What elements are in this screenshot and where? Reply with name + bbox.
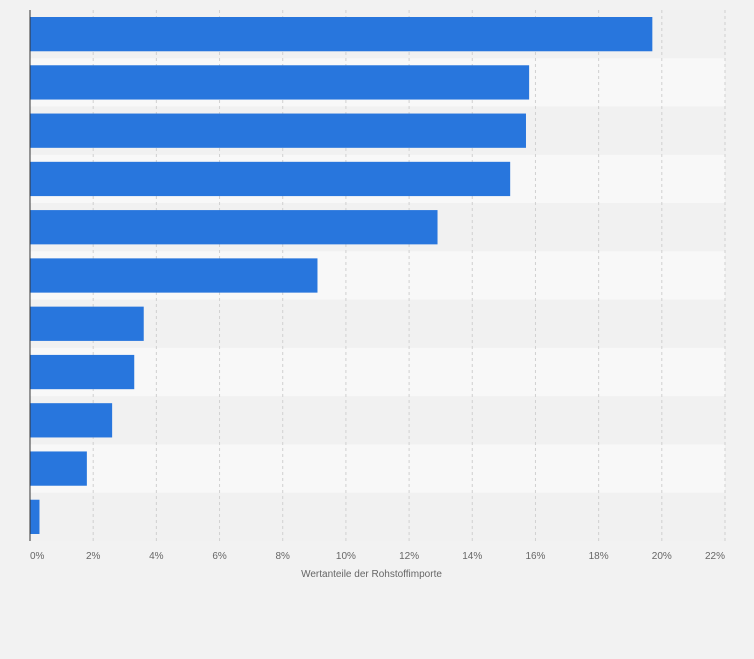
row-band <box>30 444 725 493</box>
x-tick-label: 22% <box>705 551 725 562</box>
x-tick-label: 6% <box>212 551 227 562</box>
row-band <box>30 492 725 541</box>
bar <box>30 354 135 390</box>
row-band <box>30 299 725 348</box>
x-tick-label: 10% <box>336 551 356 562</box>
row-band <box>30 396 725 445</box>
bar <box>30 451 87 486</box>
bar <box>30 306 144 341</box>
x-tick-label: 20% <box>652 551 672 562</box>
bar <box>30 258 318 293</box>
x-tick-labels: 0% 2% 4% 6% 8% 10% 12% 14% 16% 18% 20% 22% <box>30 551 725 562</box>
bar <box>30 113 526 148</box>
x-axis-title: Wertanteile der Rohstoffimporte <box>301 569 442 580</box>
bar <box>30 65 530 100</box>
x-tick-label: 2% <box>86 551 101 562</box>
bar <box>30 16 653 52</box>
bar <box>30 161 511 197</box>
bar <box>30 499 40 535</box>
x-tick-label: 0% <box>30 551 45 562</box>
bar <box>30 403 113 438</box>
x-tick-label: 8% <box>276 551 291 562</box>
bars <box>30 16 653 535</box>
row-band <box>30 347 725 397</box>
x-tick-label: 16% <box>525 551 545 562</box>
x-tick-label: 4% <box>149 551 164 562</box>
x-tick-label: 14% <box>462 551 482 562</box>
x-tick-label: 18% <box>589 551 609 562</box>
x-tick-label: 12% <box>399 551 419 562</box>
bar <box>30 210 438 245</box>
